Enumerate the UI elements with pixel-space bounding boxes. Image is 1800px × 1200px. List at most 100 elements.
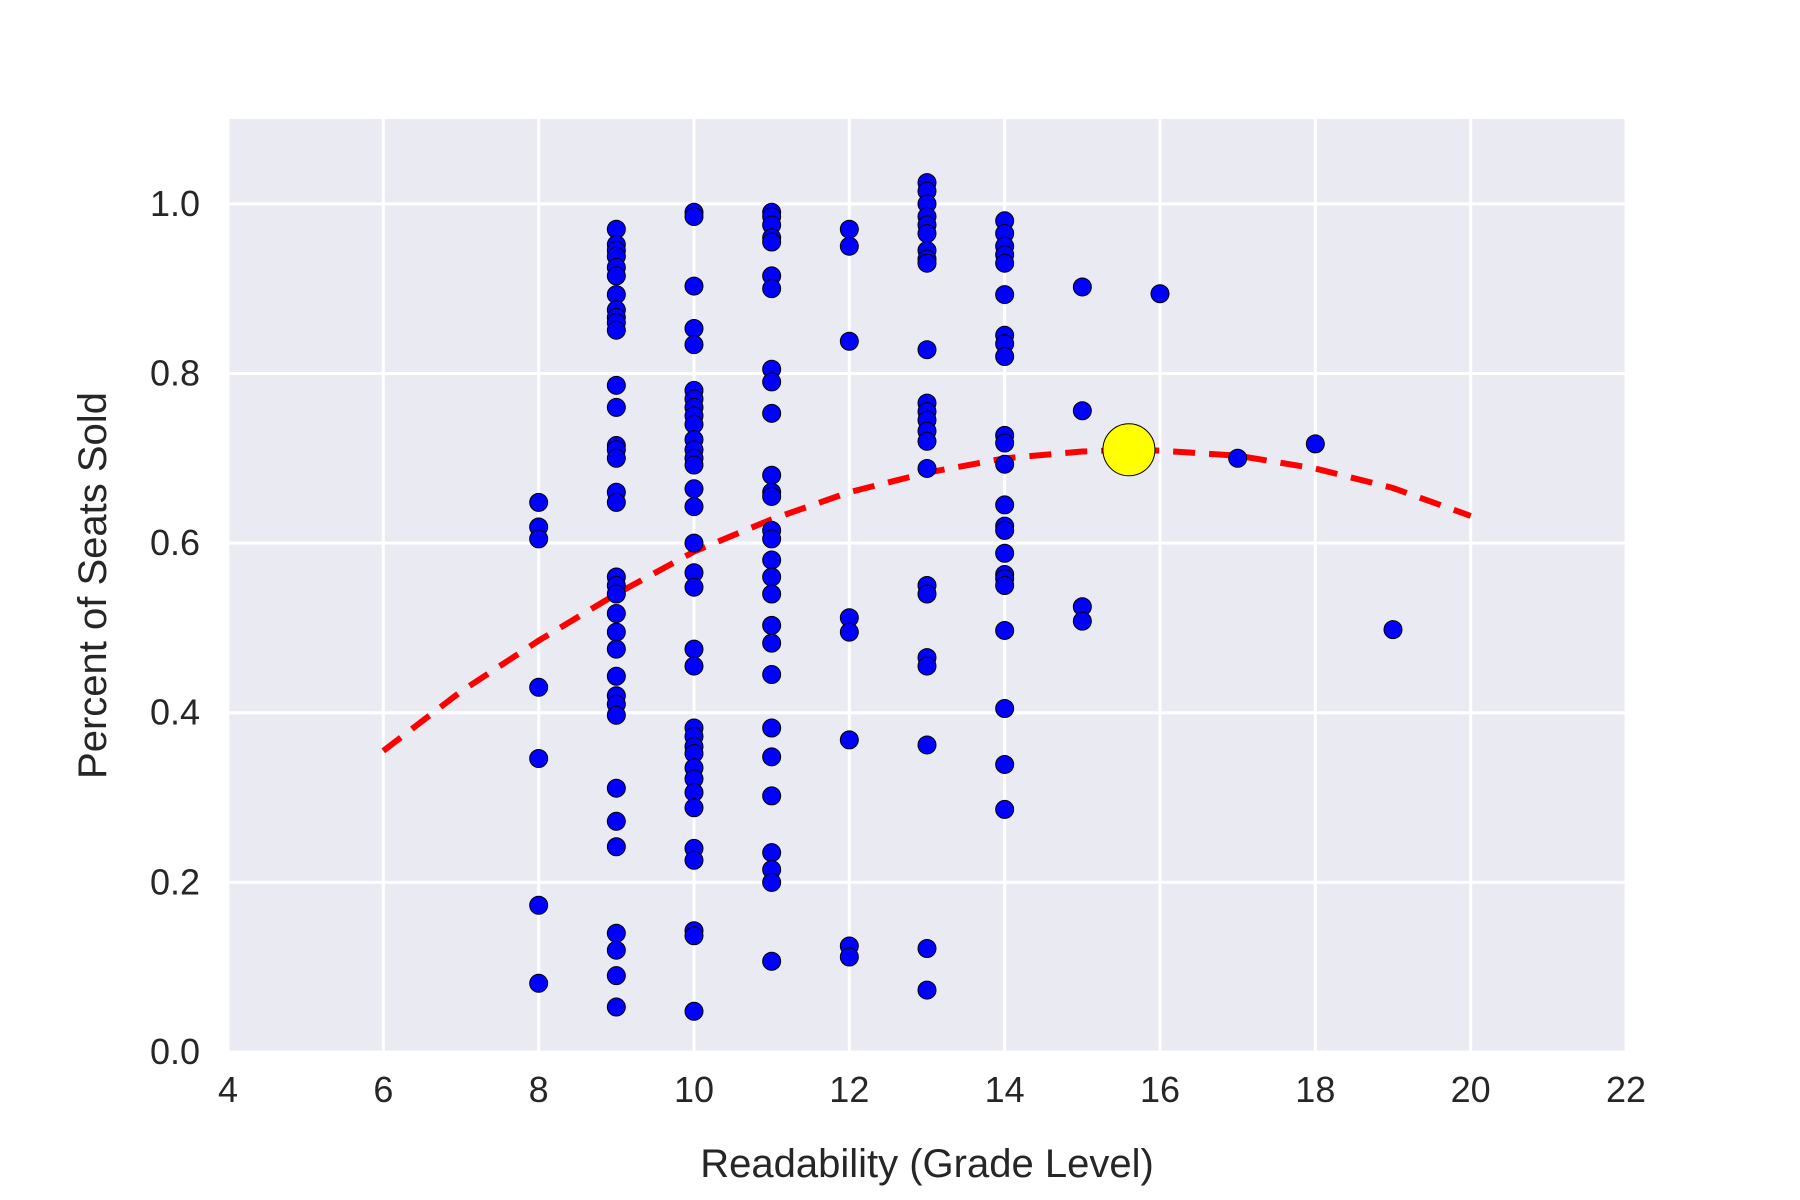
data-point <box>762 232 782 252</box>
data-point <box>839 331 859 351</box>
data-point <box>762 279 782 299</box>
data-point <box>529 895 549 915</box>
data-point <box>995 454 1015 474</box>
fit-curve <box>381 446 1472 754</box>
x-tick-label: 18 <box>1295 1069 1335 1110</box>
y-tick-label: 0.4 <box>150 692 200 733</box>
data-point <box>684 335 704 355</box>
data-point <box>995 520 1015 540</box>
data-point <box>839 622 859 642</box>
x-tick-label: 6 <box>373 1069 393 1110</box>
data-point <box>995 543 1015 563</box>
data-point <box>1383 620 1403 640</box>
data-point <box>606 603 626 623</box>
data-point <box>762 665 782 685</box>
data-point <box>684 276 704 296</box>
data-point <box>1072 401 1092 421</box>
data-point <box>917 224 937 244</box>
data-point <box>995 346 1015 366</box>
data-point <box>762 615 782 635</box>
data-point <box>762 633 782 653</box>
y-tick-label: 0.0 <box>150 1031 200 1072</box>
data-point <box>917 584 937 604</box>
y-tick-label: 0.8 <box>150 352 200 393</box>
data-point <box>529 529 549 549</box>
data-point <box>606 778 626 798</box>
data-point <box>606 837 626 857</box>
data-point <box>917 458 937 478</box>
data-point <box>529 749 549 769</box>
data-point <box>684 656 704 676</box>
data-point <box>1072 611 1092 631</box>
data-point <box>606 397 626 417</box>
data-point <box>606 266 626 286</box>
data-point <box>684 319 704 339</box>
data-point <box>917 340 937 360</box>
data-point <box>762 529 782 549</box>
data-point <box>684 497 704 517</box>
data-point <box>917 939 937 959</box>
y-tick-label: 0.2 <box>150 861 200 902</box>
x-tick-label: 10 <box>674 1069 714 1110</box>
data-point <box>606 375 626 395</box>
data-point <box>995 576 1015 595</box>
highlight-point <box>1102 423 1156 477</box>
data-point <box>839 947 859 967</box>
data-point <box>917 656 937 676</box>
data-point <box>839 730 859 750</box>
data-point <box>606 622 626 642</box>
data-point <box>995 433 1015 453</box>
data-point <box>762 403 782 423</box>
data-point <box>684 533 704 553</box>
data-point <box>995 754 1015 774</box>
data-point <box>606 997 626 1017</box>
data-point <box>762 951 782 971</box>
data-point <box>839 236 859 256</box>
data-point <box>762 843 782 863</box>
data-point <box>762 786 782 806</box>
y-tick-label: 1.0 <box>150 183 200 224</box>
data-point <box>1228 448 1248 468</box>
grid-lines <box>226 119 1628 1054</box>
data-point <box>917 980 937 1000</box>
x-tick-label: 4 <box>218 1069 238 1110</box>
data-point <box>917 735 937 755</box>
data-point <box>762 718 782 738</box>
data-point <box>529 973 549 993</box>
data-point <box>762 465 782 485</box>
data-points <box>529 173 1403 1021</box>
x-tick-label: 16 <box>1140 1069 1180 1110</box>
data-point <box>762 567 782 587</box>
highlight-layer <box>1102 423 1156 477</box>
data-point <box>606 492 626 512</box>
data-point <box>606 666 626 686</box>
data-point <box>762 584 782 604</box>
data-point <box>684 926 704 946</box>
data-point <box>995 285 1015 305</box>
data-point <box>529 492 549 512</box>
data-point <box>762 486 782 506</box>
data-point <box>839 219 859 239</box>
tick-labels: 4 6 8 10 12 14 16 18 20 22 0.0 0.2 0.4 0.6 0.8 1.0 <box>150 183 1646 1110</box>
data-point <box>606 811 626 831</box>
x-tick-label: 12 <box>829 1069 869 1110</box>
x-tick-label: 22 <box>1606 1069 1646 1110</box>
data-point <box>1150 284 1170 304</box>
data-point <box>684 455 704 475</box>
data-point <box>684 479 704 499</box>
data-point <box>684 577 704 597</box>
data-point <box>684 207 704 227</box>
data-point <box>995 698 1015 718</box>
data-point <box>762 550 782 570</box>
data-point <box>995 620 1015 640</box>
x-tick-label: 20 <box>1451 1069 1491 1110</box>
data-point <box>1305 434 1325 454</box>
data-point <box>995 495 1015 515</box>
data-point <box>684 1001 704 1021</box>
x-axis-label: Readability (Grade Level) <box>700 1142 1154 1186</box>
data-point <box>529 677 549 697</box>
data-point <box>684 798 704 818</box>
data-point <box>606 940 626 960</box>
data-point <box>995 253 1015 273</box>
